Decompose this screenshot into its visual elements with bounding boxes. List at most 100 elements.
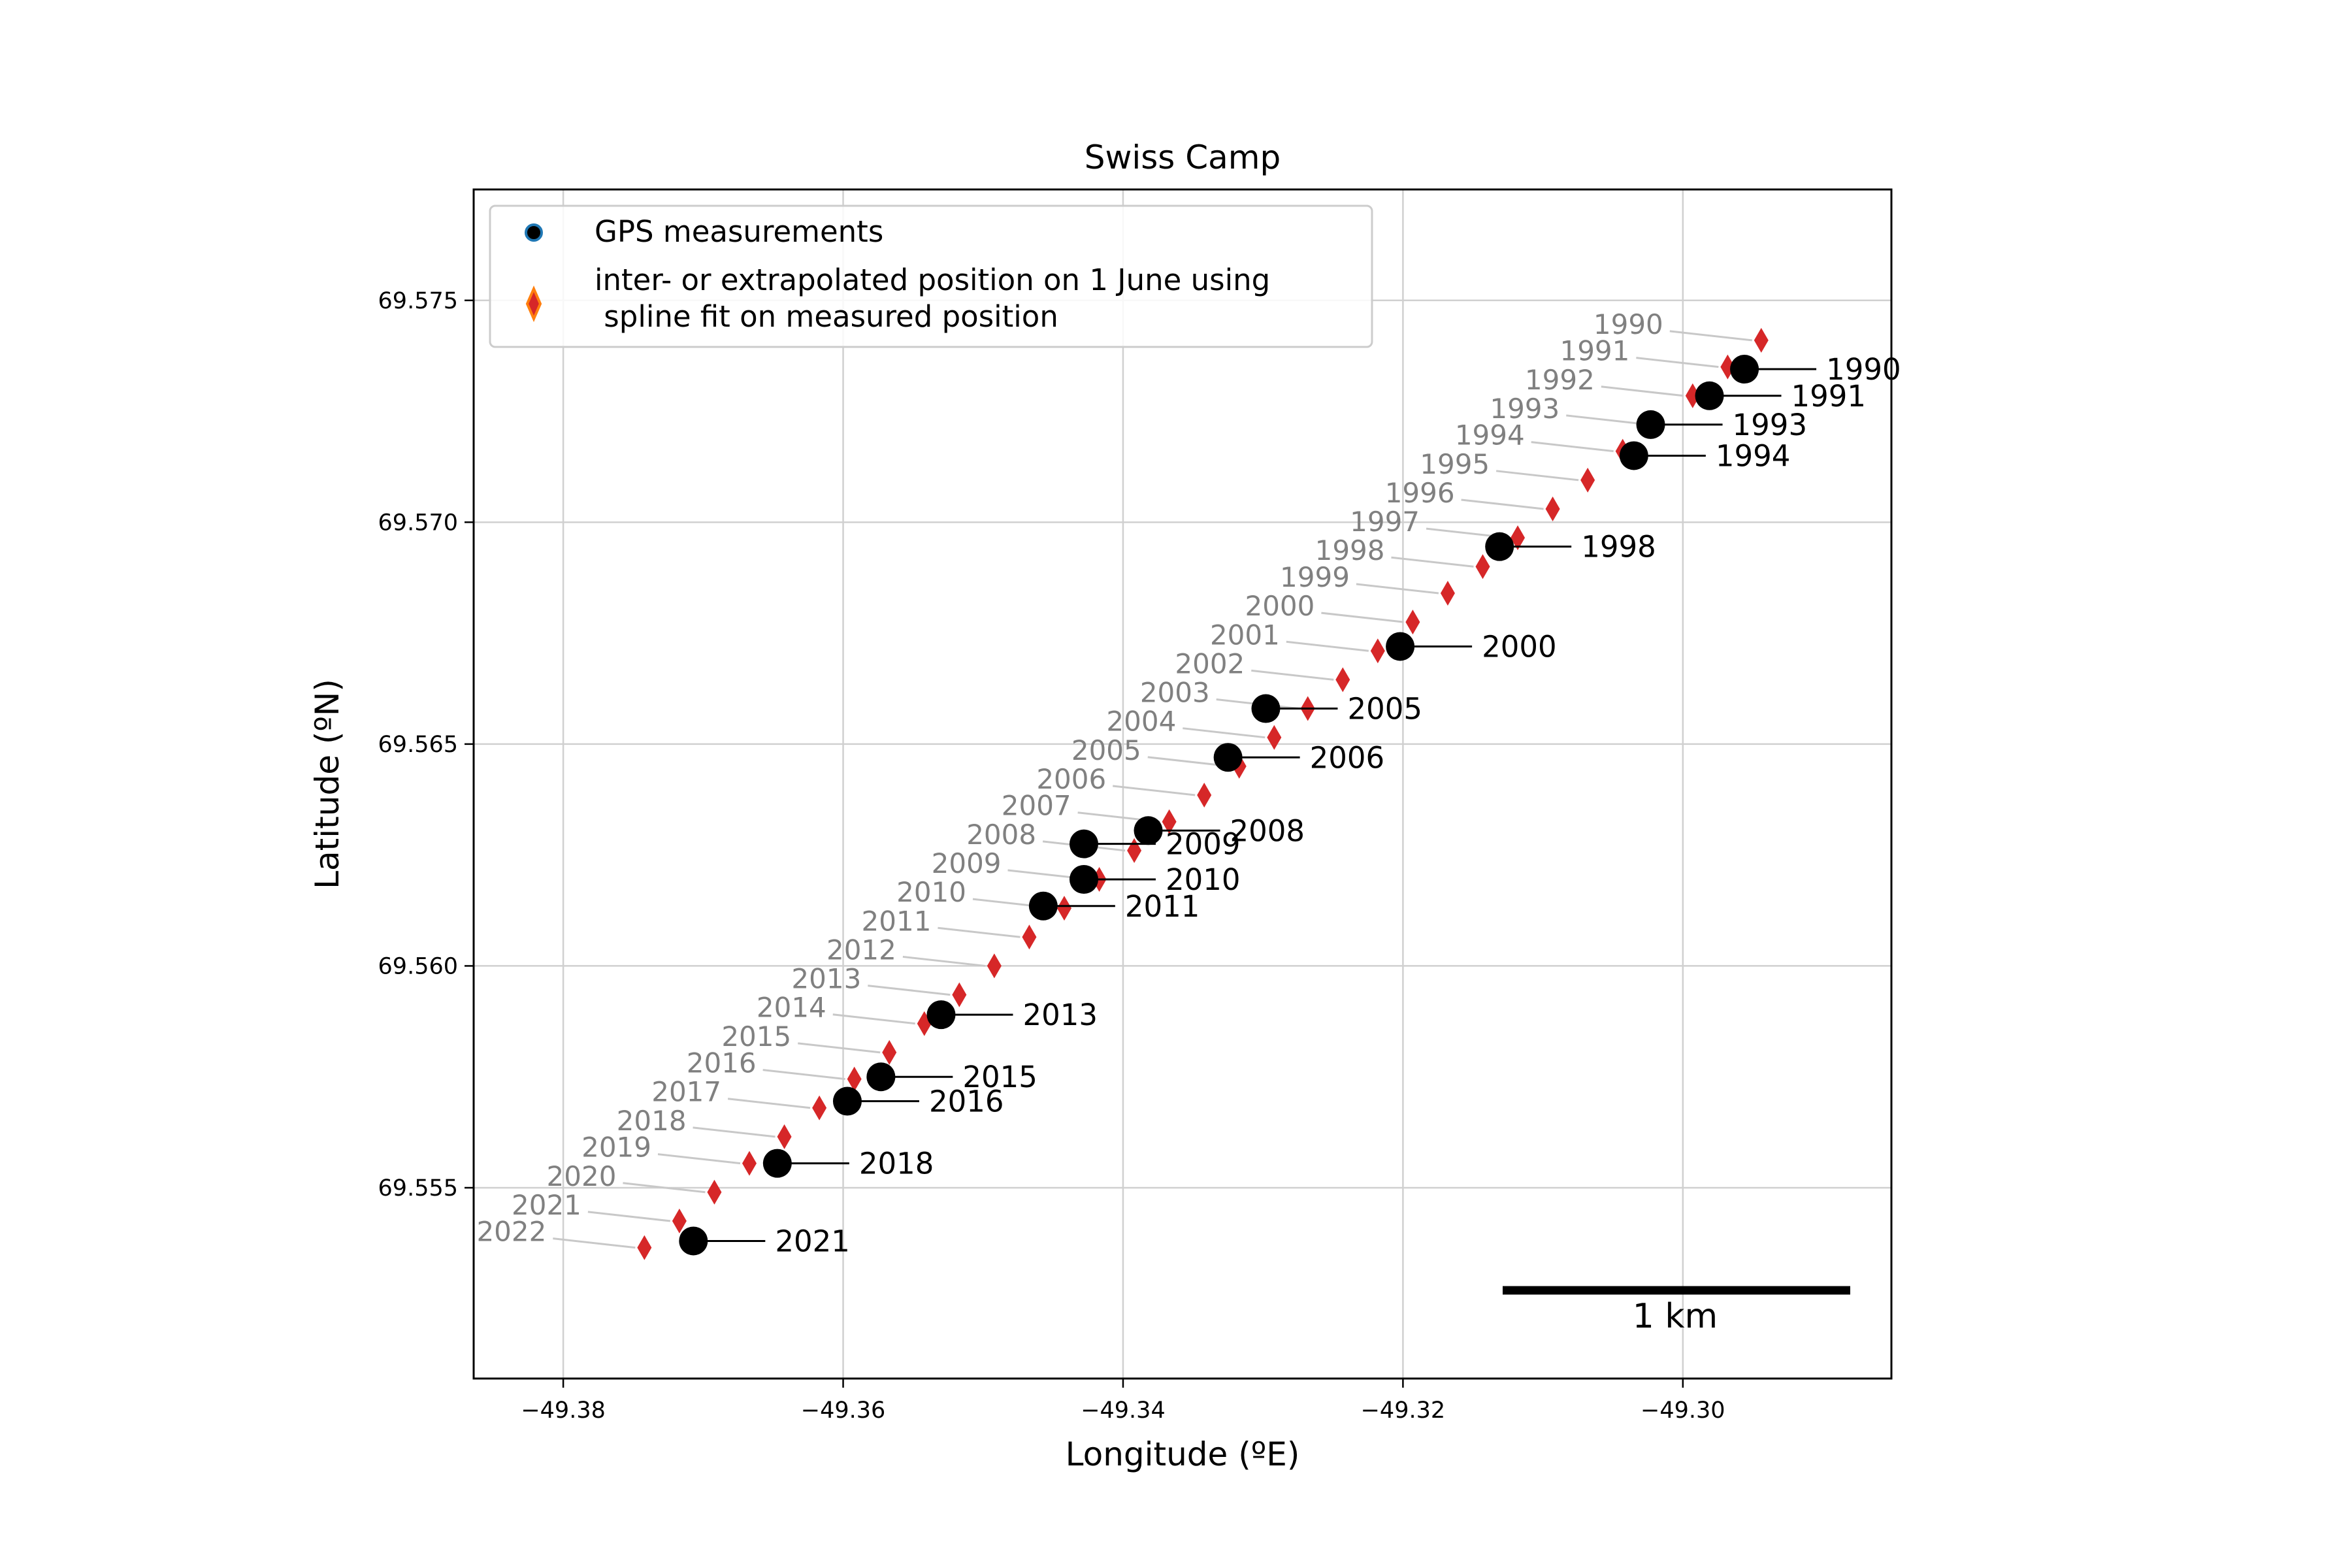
x-tick-label: −49.32 bbox=[1361, 1397, 1446, 1424]
spline-leader-line bbox=[1461, 498, 1544, 510]
gps-point bbox=[926, 1000, 956, 1030]
spline-leader-line bbox=[1286, 640, 1369, 652]
gps-point-label: 2009 bbox=[1166, 827, 1241, 862]
gps-point-label: 1990 bbox=[1826, 352, 1901, 387]
x-tick-label: −49.36 bbox=[801, 1397, 886, 1424]
y-axis-label: Latitude (ºN) bbox=[308, 679, 346, 889]
gps-point bbox=[1730, 355, 1759, 384]
spline-point bbox=[1511, 525, 1526, 551]
gps-point bbox=[1619, 441, 1648, 470]
legend: GPS measurements inter- or extrapolated … bbox=[489, 204, 1373, 348]
spline-point-label: 2010 bbox=[896, 876, 966, 908]
gps-point bbox=[762, 1149, 792, 1178]
y-axis-ticks: 69.555 69.560 69.565 69.570 69.575 bbox=[378, 288, 474, 1201]
gps-point bbox=[1636, 410, 1665, 439]
spline-point-label: 2013 bbox=[791, 963, 861, 995]
spline-leader-line bbox=[832, 1013, 915, 1025]
spline-point-label: 2003 bbox=[1140, 677, 1210, 709]
gps-series: 1990199119931994199820002005200620082009… bbox=[679, 352, 1901, 1258]
gps-point bbox=[1485, 532, 1514, 561]
spline-point bbox=[1545, 496, 1560, 521]
spline-leader-line bbox=[1566, 414, 1649, 426]
spline-point bbox=[987, 953, 1002, 979]
spline-leader-line bbox=[1356, 583, 1439, 595]
spline-leader-line bbox=[553, 1237, 636, 1249]
spline-point bbox=[1440, 580, 1455, 606]
x-tick-label: −49.34 bbox=[1081, 1397, 1166, 1424]
spline-leader-line bbox=[1669, 330, 1752, 342]
gps-point bbox=[1386, 632, 1415, 661]
legend-spline-label-line-1: inter- or extrapolated position on 1 Jun… bbox=[595, 263, 1270, 297]
gps-point-label: 2008 bbox=[1230, 813, 1305, 848]
spline-point bbox=[672, 1208, 687, 1233]
gps-point-label: 2005 bbox=[1347, 692, 1422, 727]
spline-point-label: 1990 bbox=[1593, 308, 1663, 340]
spline-point bbox=[1685, 383, 1700, 408]
spline-point-label: 2002 bbox=[1175, 647, 1245, 679]
spline-point-label: 1994 bbox=[1455, 419, 1525, 451]
spline-point bbox=[1056, 896, 1071, 921]
spline-point bbox=[1335, 667, 1350, 693]
gps-point-label: 2016 bbox=[929, 1085, 1004, 1119]
x-axis-ticks: −49.38 −49.36 −49.34 −49.32 −49.30 bbox=[521, 1379, 1725, 1424]
spline-point-label: 2001 bbox=[1210, 619, 1280, 651]
gps-point bbox=[1695, 381, 1724, 410]
axes-frame bbox=[472, 188, 1893, 1380]
gps-point bbox=[679, 1226, 708, 1256]
spline-leader-line bbox=[902, 955, 986, 967]
gps-point bbox=[1213, 743, 1243, 772]
gps-point-label: 2013 bbox=[1022, 998, 1098, 1032]
spline-leader-line bbox=[693, 1126, 776, 1138]
spline-leader-line bbox=[1391, 556, 1474, 568]
gps-point bbox=[1069, 829, 1098, 858]
spline-point-label: 2011 bbox=[862, 905, 932, 937]
spline-point-label: 2022 bbox=[476, 1216, 546, 1248]
gps-point-label: 2006 bbox=[1310, 740, 1385, 775]
gps-point-label: 1993 bbox=[1733, 408, 1808, 442]
spline-point-label: 2012 bbox=[826, 934, 896, 966]
spline-point-label: 1997 bbox=[1350, 506, 1420, 538]
spline-point-label: 1996 bbox=[1385, 477, 1455, 509]
spline-point-label: 2016 bbox=[687, 1047, 757, 1079]
y-tick-label: 69.575 bbox=[378, 288, 458, 314]
spline-leader-line bbox=[938, 926, 1021, 938]
spline-point bbox=[1022, 924, 1037, 950]
scale-bar: 1 km bbox=[1503, 1286, 1850, 1336]
x-tick-label: −49.30 bbox=[1641, 1397, 1725, 1424]
spline-point bbox=[1580, 467, 1595, 493]
gps-point-label: 2015 bbox=[962, 1060, 1037, 1094]
y-tick-label: 69.560 bbox=[378, 953, 458, 979]
gps-point bbox=[1134, 816, 1163, 845]
spline-point-label: 2019 bbox=[581, 1132, 651, 1164]
spline-point bbox=[777, 1124, 792, 1149]
legend-gps-marker bbox=[525, 223, 543, 242]
gps-point bbox=[1251, 694, 1281, 723]
spline-leader-line bbox=[762, 1069, 845, 1081]
spline-point-label: 1998 bbox=[1315, 534, 1385, 566]
spline-point bbox=[1370, 638, 1385, 664]
gps-point bbox=[866, 1062, 896, 1092]
spline-point-label: 2021 bbox=[512, 1189, 581, 1221]
spline-leader-line bbox=[587, 1211, 671, 1222]
spline-leader-line bbox=[623, 1182, 706, 1194]
y-tick-label: 69.555 bbox=[378, 1175, 458, 1201]
spline-point bbox=[1162, 809, 1177, 834]
chart-title: Swiss Camp bbox=[1085, 139, 1281, 176]
spline-point bbox=[1475, 554, 1490, 580]
legend-spline-label-line-2: spline fit on measured position bbox=[595, 299, 1058, 334]
gps-point-label: 2021 bbox=[775, 1224, 850, 1258]
y-tick-label: 69.565 bbox=[378, 732, 458, 758]
spline-leader-line bbox=[1531, 441, 1614, 453]
spline-point-label: 2015 bbox=[721, 1021, 791, 1053]
gps-point bbox=[832, 1086, 862, 1116]
gps-point-label: 2018 bbox=[859, 1147, 934, 1181]
gps-point-label: 2011 bbox=[1125, 889, 1200, 924]
spline-point-label: 1999 bbox=[1280, 561, 1350, 593]
spline-point bbox=[707, 1179, 722, 1205]
spline-point-label: 2008 bbox=[966, 819, 1036, 851]
spline-leader-line bbox=[1321, 612, 1404, 623]
spline-point bbox=[1197, 782, 1212, 808]
spline-point-label: 2020 bbox=[547, 1160, 617, 1192]
spline-point-label: 2014 bbox=[757, 992, 826, 1024]
spline-point bbox=[812, 1095, 827, 1120]
